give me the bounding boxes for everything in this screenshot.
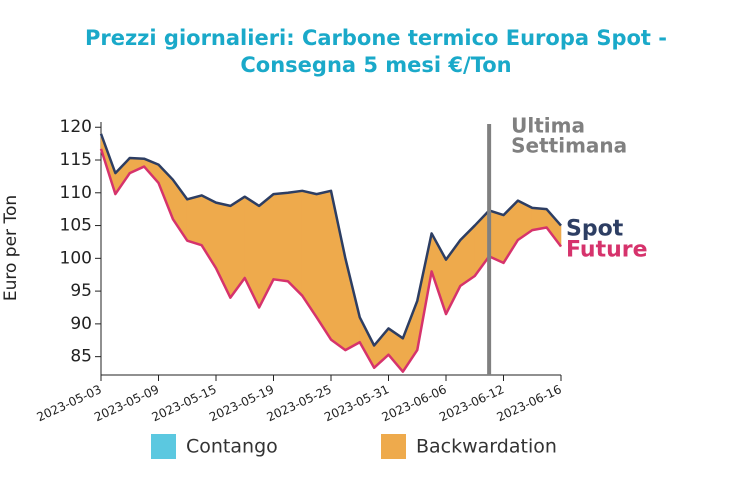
y-tick-label: 120 — [60, 117, 92, 137]
chart-title: Prezzi giornalieri: Carbone termico Euro… — [85, 26, 667, 50]
series-label: Spot — [566, 217, 624, 242]
y-axis-label: Euro per Ton — [1, 195, 21, 301]
x-tick-label: 2023-06-06 — [380, 382, 449, 424]
spread-area — [287, 190, 303, 297]
x-tick-label: 2023-06-12 — [437, 382, 506, 424]
y-tick-label: 105 — [60, 216, 92, 236]
annotation: Settimana — [511, 134, 627, 158]
legend-label: Backwardation — [416, 436, 557, 458]
spread-area — [186, 195, 202, 246]
annotation: Ultima — [511, 114, 585, 138]
y-tick-label: 95 — [70, 281, 92, 301]
spread-area — [546, 208, 562, 248]
series-line — [99, 148, 562, 373]
x-tick-label: 2023-06-16 — [495, 382, 564, 424]
legend-swatch — [381, 434, 406, 459]
x-tick-label: 2023-05-31 — [322, 382, 391, 424]
spread-area — [330, 190, 346, 351]
y-tick-label: 100 — [60, 248, 92, 268]
legend-label: Contango — [186, 436, 278, 458]
x-tick-label: 2023-05-15 — [150, 382, 219, 424]
y-tick-label: 110 — [60, 183, 92, 203]
chart-title: Consegna 5 mesi €/Ton — [240, 53, 511, 77]
spread-area — [488, 210, 504, 264]
spread-area — [273, 192, 289, 282]
x-tick-label: 2023-05-09 — [92, 382, 161, 424]
series-label: Future — [566, 238, 648, 263]
spread-area — [316, 190, 332, 341]
y-tick-label: 115 — [60, 150, 92, 170]
x-tick-label: 2023-05-25 — [265, 382, 334, 424]
spread-area — [258, 193, 274, 308]
x-tick-label: 2023-05-19 — [207, 382, 276, 424]
series-line — [99, 133, 562, 347]
y-tick-label: 90 — [70, 314, 92, 334]
spread-area — [388, 327, 404, 373]
legend-swatch — [151, 434, 176, 459]
x-tick-label: 2023-05-03 — [35, 382, 104, 424]
y-tick-label: 85 — [70, 347, 92, 367]
